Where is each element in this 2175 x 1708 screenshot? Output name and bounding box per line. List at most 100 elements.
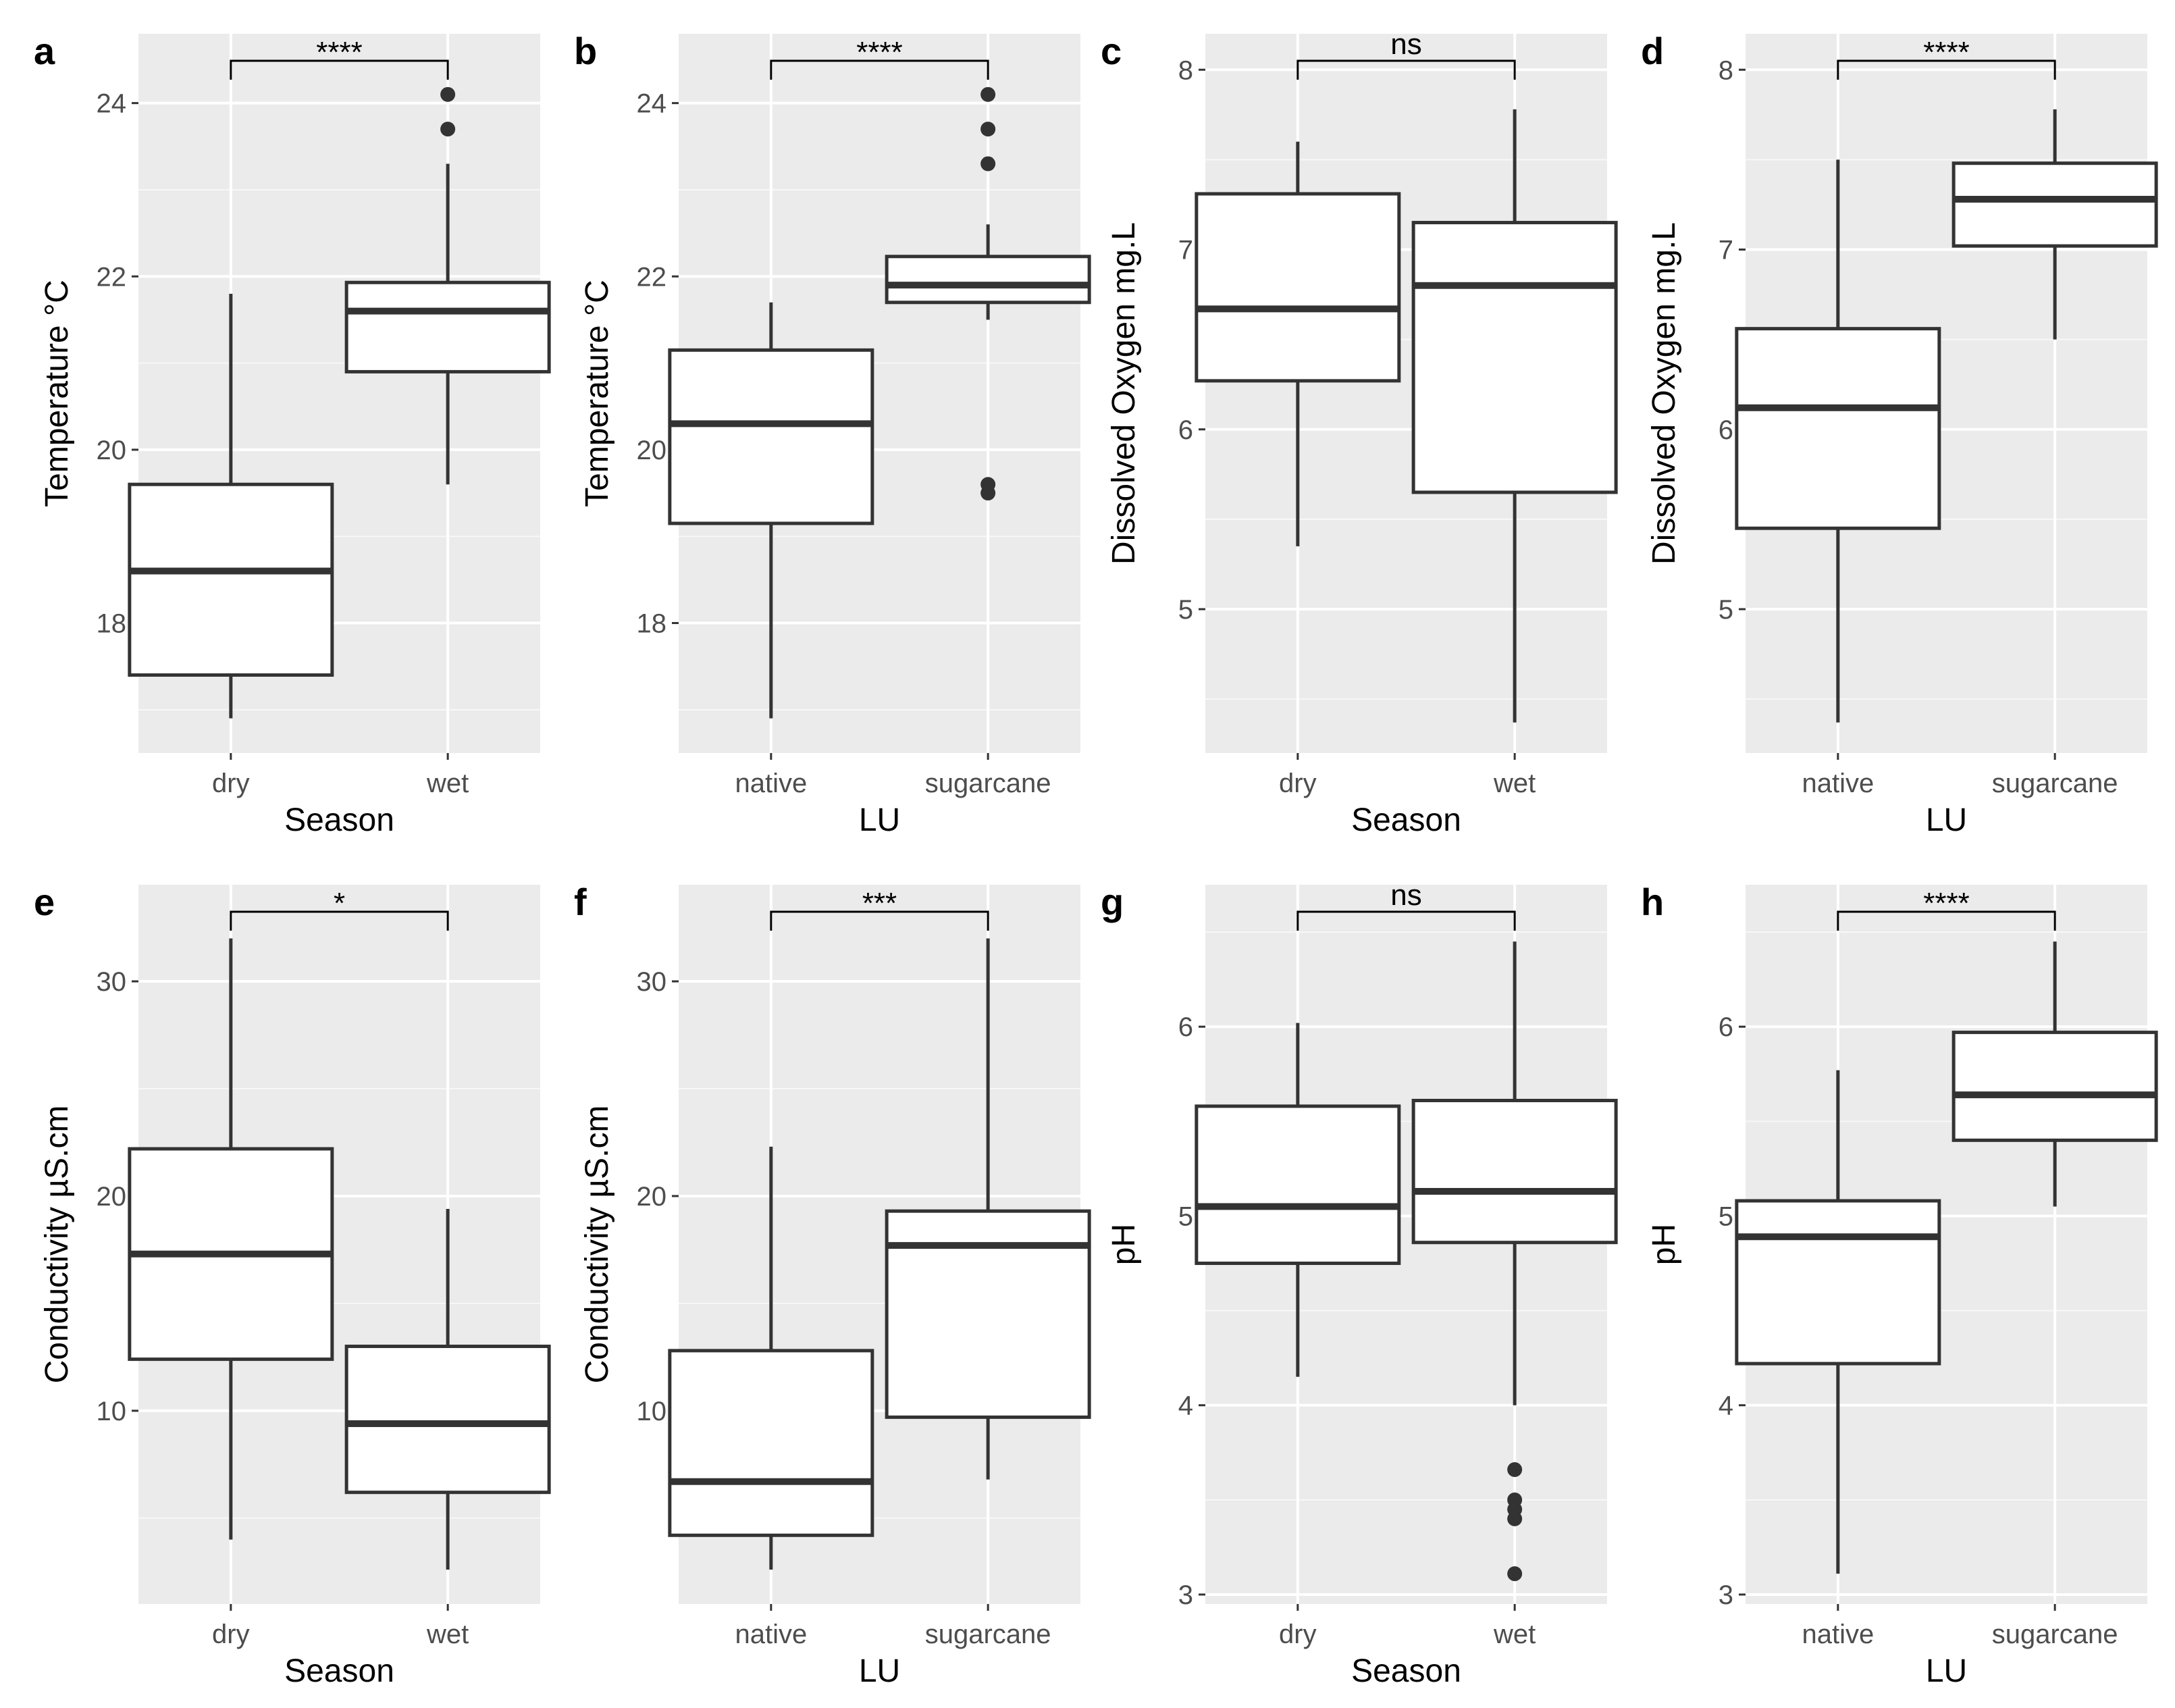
panel-a: 18 20 22 24 dry wet **** Season Temperature °C a (34, 30, 551, 838)
significance-label: **** (1923, 887, 1970, 920)
panel-letter: d (1641, 30, 1664, 72)
box-native (668, 302, 874, 719)
panel-d: 5 6 7 8 native sugarcane **** LU Dissolved Oxyge… (1641, 30, 2158, 838)
box-iqr (668, 1349, 874, 1537)
box-iqr (885, 255, 1091, 305)
x-tick-label: dry (212, 1620, 250, 1649)
x-tick-label: dry (212, 769, 250, 798)
significance-label: **** (316, 36, 363, 69)
y-axis-title: Temperature °C (579, 280, 615, 507)
y-tick-label: 6 (1178, 1012, 1193, 1042)
y-tick-label: 22 (637, 262, 667, 292)
panel-g: 3 4 5 6 dry wet ns Season pH g (1101, 879, 1618, 1689)
box-dry (1195, 141, 1401, 546)
x-tick-label: dry (1279, 1620, 1317, 1649)
box-native (1735, 1070, 1941, 1574)
y-tick-label: 4 (1178, 1391, 1193, 1421)
box-iqr (1411, 221, 1618, 494)
x-axis-title: Season (1351, 802, 1461, 838)
significance-label: ns (1390, 28, 1421, 61)
x-tick-label: sugarcane (1992, 769, 2118, 798)
y-tick-label: 6 (1719, 415, 1733, 445)
outlier-point (440, 122, 456, 137)
significance-label: *** (862, 887, 897, 920)
outlier-point (1507, 1492, 1523, 1507)
y-tick-label: 6 (1719, 1012, 1733, 1042)
x-axis-title: Season (284, 1653, 394, 1689)
x-tick-label: wet (426, 769, 469, 798)
box-dry (128, 938, 334, 1540)
y-tick-label: 24 (637, 89, 667, 119)
box-iqr (1411, 1099, 1618, 1245)
x-axis-title: LU (859, 1653, 900, 1689)
box-wet (1411, 941, 1618, 1582)
panel-letter: g (1101, 881, 1124, 923)
x-tick-label: dry (1279, 769, 1317, 798)
y-tick-label: 8 (1719, 55, 1733, 85)
y-tick-label: 18 (97, 609, 127, 639)
x-axis-title: Season (284, 802, 394, 838)
box-iqr (128, 482, 334, 677)
y-tick-label: 5 (1178, 1201, 1193, 1231)
panel-letter: c (1101, 30, 1122, 72)
outlier-point (1507, 1566, 1523, 1582)
box-iqr (1951, 1031, 2158, 1142)
box-dry (128, 293, 334, 719)
x-axis-title: Season (1351, 1653, 1461, 1689)
panel-h: 3 4 5 6 native sugarcane **** LU pH h (1641, 881, 2158, 1689)
x-axis-title: LU (859, 802, 900, 838)
x-tick-label: sugarcane (925, 1620, 1051, 1649)
y-tick-label: 3 (1719, 1580, 1733, 1610)
panel-e: 10 20 30 dry wet * Season Conductivity µS.cm e (34, 881, 551, 1689)
box-iqr (344, 280, 551, 373)
y-axis-title: Temperature °C (39, 280, 75, 507)
y-tick-label: 20 (97, 1182, 127, 1212)
panel-letter: h (1641, 881, 1664, 923)
outlier-point (980, 122, 996, 137)
y-tick-label: 24 (97, 89, 127, 119)
y-axis-title: pH (1106, 1224, 1142, 1265)
outlier-point (440, 86, 456, 102)
x-axis-title: LU (1926, 1653, 1967, 1689)
y-tick-label: 4 (1719, 1391, 1733, 1421)
y-tick-label: 20 (637, 1182, 667, 1212)
y-tick-label: 20 (97, 436, 127, 465)
y-tick-label: 5 (1719, 595, 1733, 625)
outlier-point (980, 156, 996, 172)
x-tick-label: sugarcane (925, 769, 1051, 798)
significance-bracket (1837, 59, 2056, 80)
box-sugarcane (1951, 941, 2158, 1207)
box-iqr (1735, 1199, 1941, 1366)
significance-label: **** (1923, 36, 1970, 69)
box-wet (1411, 109, 1618, 723)
x-tick-label: native (735, 769, 807, 798)
box-iqr (1195, 1104, 1401, 1266)
significance-label: **** (856, 36, 903, 69)
box-native (1735, 159, 1941, 723)
y-tick-label: 7 (1178, 236, 1193, 265)
box-iqr (344, 1345, 551, 1495)
y-tick-label: 3 (1178, 1580, 1193, 1610)
box-wet (344, 86, 551, 485)
box-iqr (1735, 327, 1941, 530)
x-tick-label: wet (426, 1620, 469, 1649)
box-iqr (1195, 192, 1401, 383)
box-iqr (1951, 161, 2158, 248)
y-axis-title: Dissolved Oxygen mg.L (1106, 222, 1142, 565)
panel-letter: e (34, 881, 55, 923)
y-tick-label: 22 (97, 262, 127, 292)
y-tick-label: 18 (637, 609, 667, 639)
box-sugarcane (885, 86, 1091, 501)
significance-bracket (1296, 910, 1516, 931)
y-tick-label: 5 (1178, 595, 1193, 625)
significance-bracket (230, 59, 449, 80)
outlier-point (980, 477, 996, 492)
x-tick-label: wet (1493, 769, 1536, 798)
panel-letter: a (34, 30, 55, 72)
y-tick-label: 30 (97, 967, 127, 997)
y-tick-label: 8 (1178, 55, 1193, 85)
significance-label: * (334, 887, 345, 920)
significance-label: ns (1390, 879, 1421, 912)
